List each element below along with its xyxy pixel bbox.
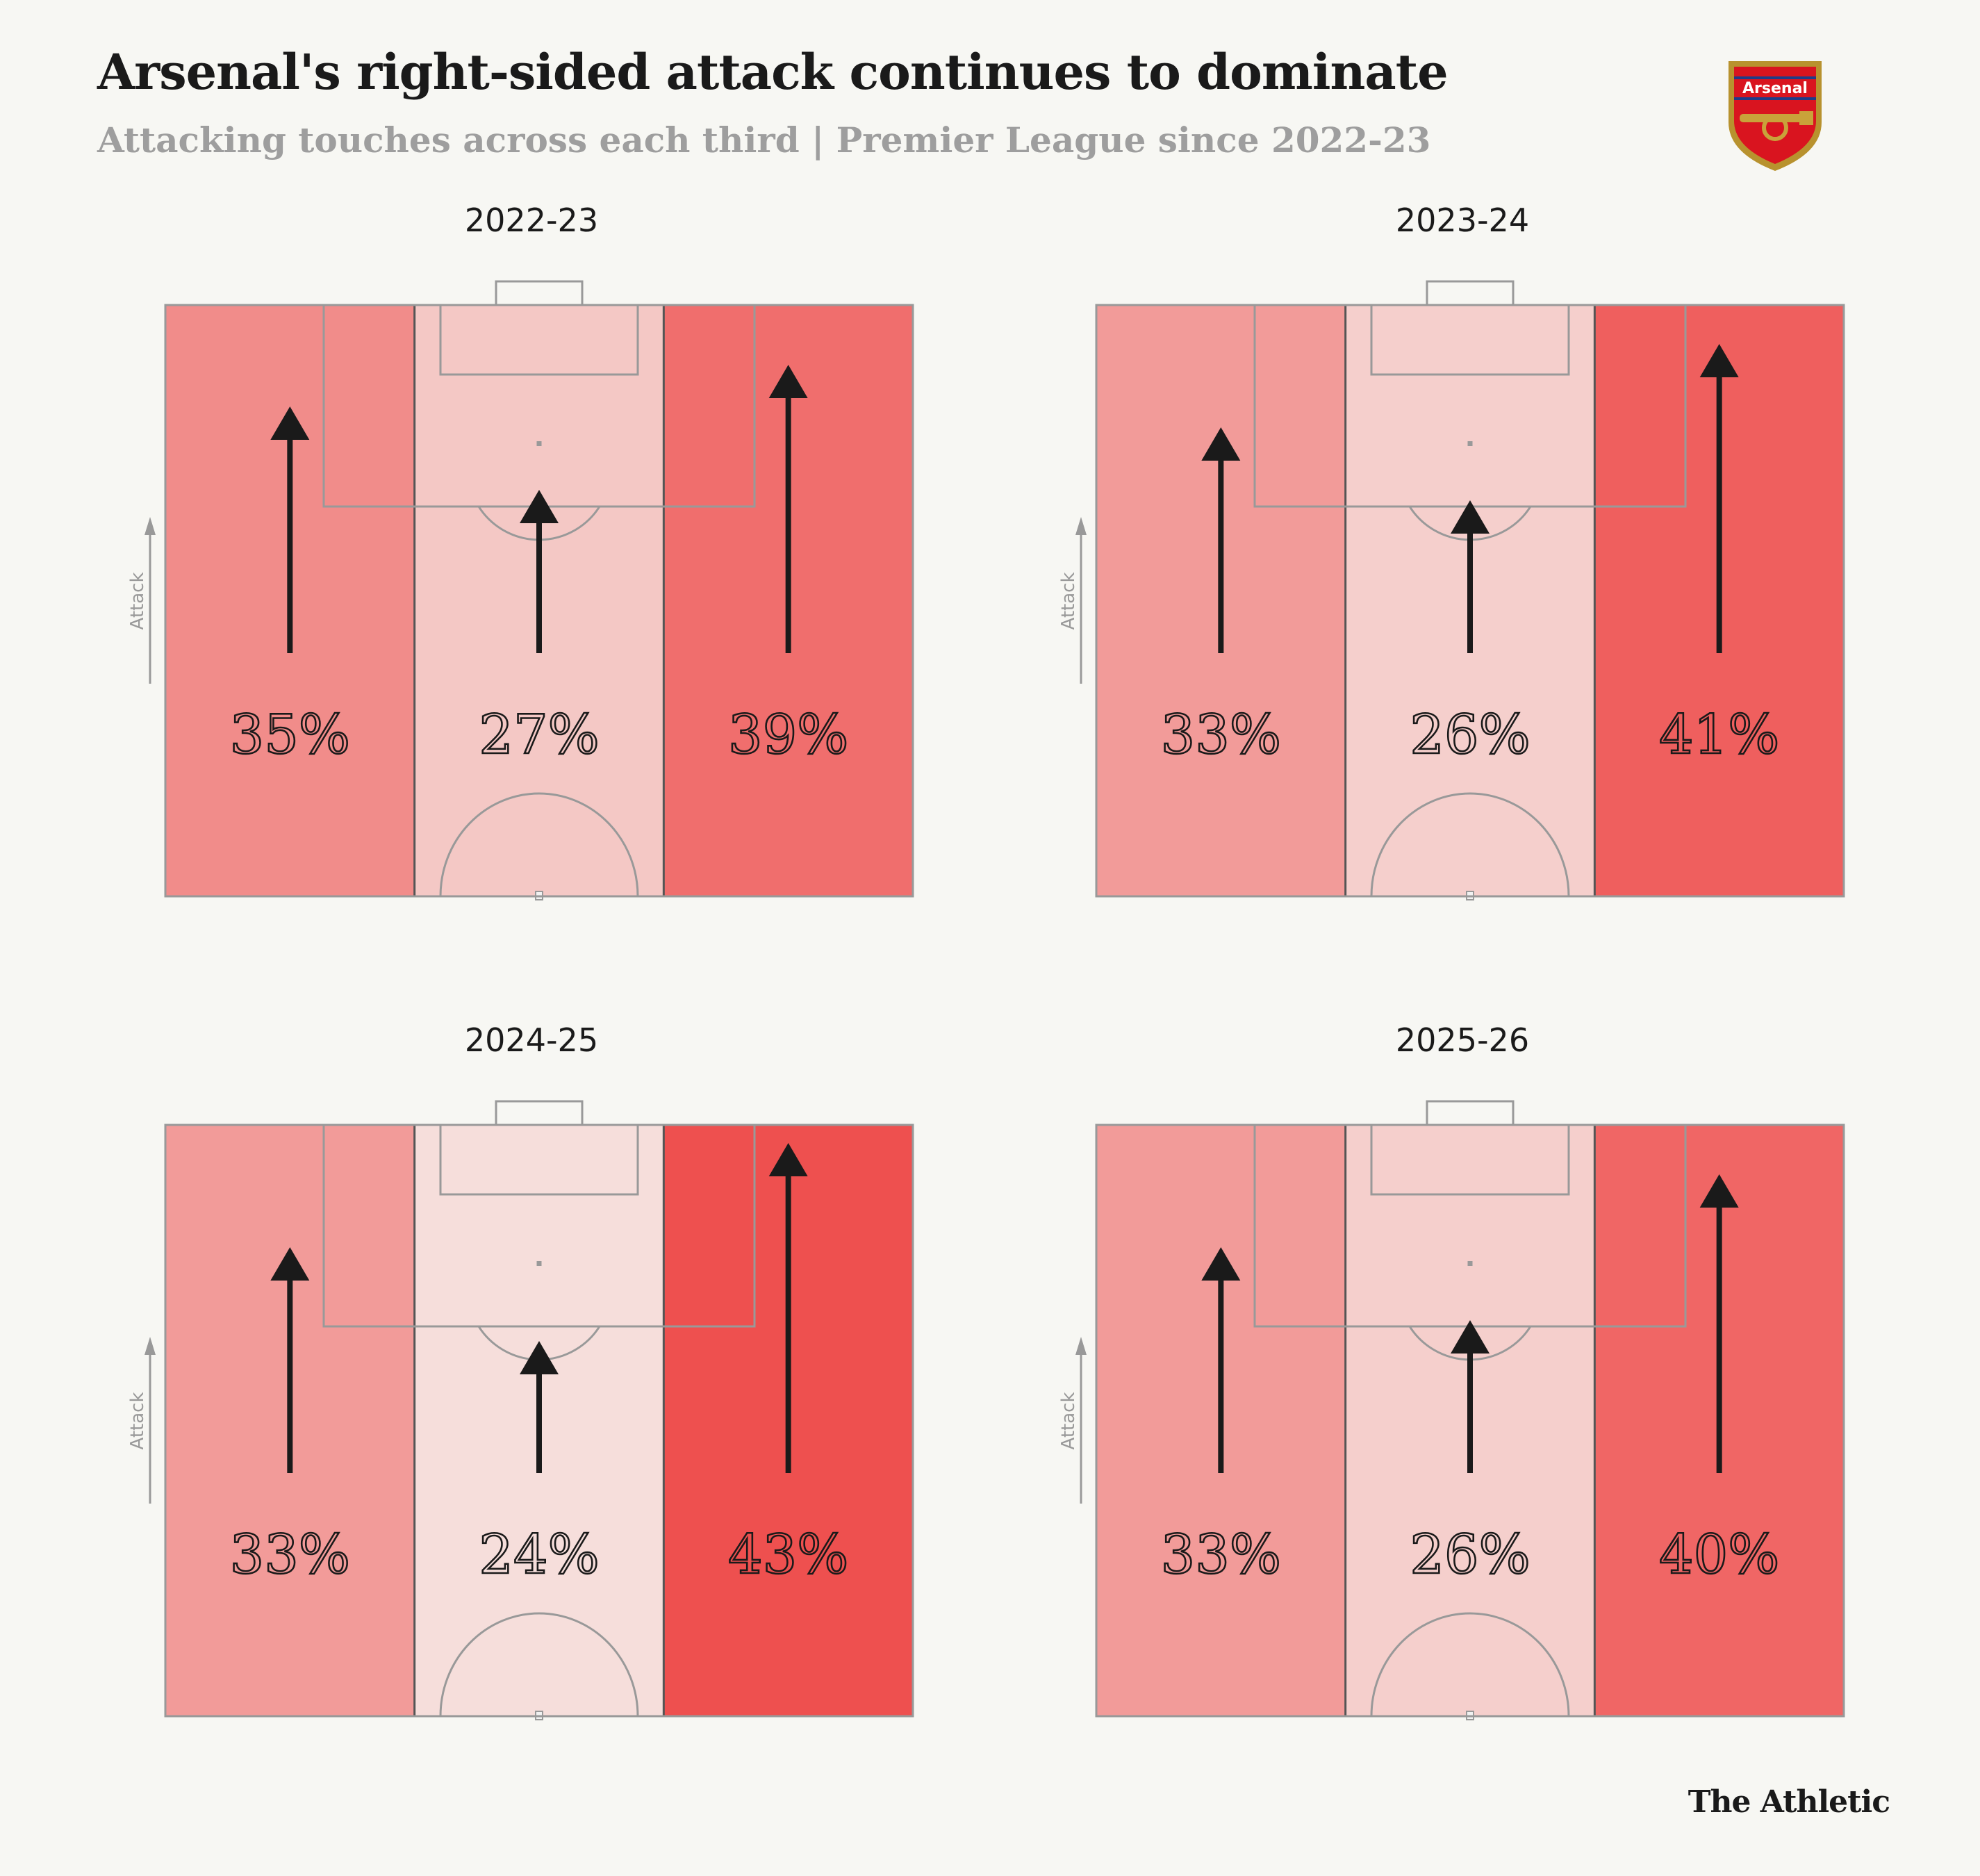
pitch-panel-3: 2024-25 Attack 33% 24% 43% <box>69 1021 993 1813</box>
arrowhead-right <box>1699 1174 1739 1208</box>
centre-circle <box>1370 1612 1570 1717</box>
arrowhead-centre <box>1451 1320 1490 1353</box>
pitch-outline <box>1095 304 1845 898</box>
season-label: 2024-25 <box>464 1021 599 1059</box>
brand-footer: The Athletic <box>1688 1784 1890 1820</box>
centre-circle <box>439 792 639 897</box>
value-label-left: 33% <box>1161 1524 1281 1586</box>
attack-direction-label: Attack <box>127 1392 148 1449</box>
attack-direction-arrowhead <box>1075 1337 1087 1355</box>
arrowhead-right <box>768 365 808 398</box>
pitch-panel-2: 2023-24 Attack 33% 26% 41% <box>1000 201 1924 994</box>
crest-text: Arsenal <box>1742 80 1808 97</box>
arrowhead-left <box>1201 1247 1241 1281</box>
value-label-centre: 26% <box>1410 1524 1530 1586</box>
centre-circle <box>1370 792 1570 897</box>
value-label-right: 40% <box>1659 1524 1779 1586</box>
arrowhead-right <box>768 1143 808 1176</box>
value-label-left: 33% <box>1161 704 1281 766</box>
centre-circle <box>439 1612 639 1717</box>
pitch-svg: Attack 33% 26% 40% <box>1058 1100 1845 1720</box>
goal <box>1426 280 1515 306</box>
value-label-right: 41% <box>1659 704 1779 766</box>
attack-direction-label: Attack <box>1058 572 1079 630</box>
goal <box>495 1100 584 1126</box>
value-label-centre: 26% <box>1410 704 1530 766</box>
value-label-left: 35% <box>230 704 350 766</box>
penalty-spot <box>1467 1261 1473 1266</box>
pitch-outline <box>164 304 914 898</box>
attack-direction-label: Attack <box>127 572 148 630</box>
arsenal-crest-icon: Arsenal <box>1729 61 1822 171</box>
attack-direction-arrowhead <box>1075 517 1087 535</box>
value-label-left: 33% <box>230 1524 350 1586</box>
goal <box>1426 1100 1515 1126</box>
penalty-spot <box>536 1261 542 1266</box>
arrowhead-centre <box>520 1341 559 1374</box>
pitch-panel-4: 2025-26 Attack 33% 26% 40% <box>1000 1021 1924 1813</box>
arrowhead-left <box>270 406 310 440</box>
pitch-outline <box>164 1124 914 1718</box>
value-label-right: 43% <box>728 1524 848 1586</box>
penalty-spot <box>536 441 542 446</box>
penalty-spot <box>1467 441 1473 446</box>
value-label-centre: 24% <box>479 1524 599 1586</box>
arrowhead-right <box>1699 344 1739 377</box>
arrowhead-centre <box>520 490 559 523</box>
arrowhead-centre <box>1451 500 1490 534</box>
arrowhead-left <box>1201 427 1241 461</box>
chart-title: Arsenal's right-sided attack continues t… <box>97 43 1449 101</box>
pitch-svg: Attack 33% 24% 43% <box>127 1100 914 1720</box>
arrowhead-left <box>270 1247 310 1281</box>
attack-direction-label: Attack <box>1058 1392 1079 1449</box>
pitch-svg: Attack 35% 27% 39% <box>127 280 914 900</box>
season-label: 2023-24 <box>1395 201 1530 239</box>
season-label: 2022-23 <box>464 201 599 239</box>
value-label-right: 39% <box>728 704 848 766</box>
attack-direction-arrowhead <box>145 517 156 535</box>
pitch-svg: Attack 33% 26% 41% <box>1058 280 1845 900</box>
season-label: 2025-26 <box>1395 1021 1530 1059</box>
chart-subtitle: Attacking touches across each third | Pr… <box>97 120 1431 161</box>
pitch-panel-1: 2022-23 Attack 35% 27% 39% <box>69 201 993 994</box>
pitch-outline <box>1095 1124 1845 1718</box>
value-label-centre: 27% <box>479 704 599 766</box>
goal <box>495 280 584 306</box>
attack-direction-arrowhead <box>145 1337 156 1355</box>
